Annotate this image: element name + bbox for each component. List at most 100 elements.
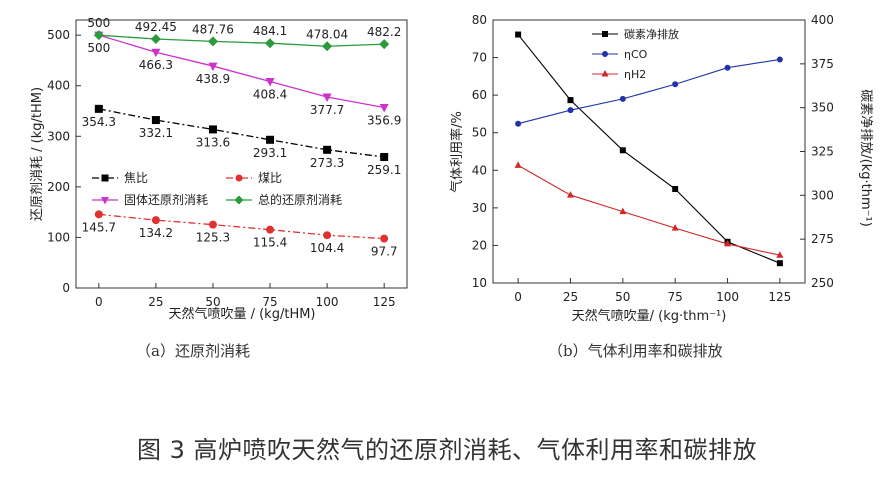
chart-a-data-label: 500: [87, 16, 110, 30]
chart-b-right-axis-label: 碳素净排放/(kg·thm⁻¹): [858, 89, 873, 227]
chart-b-legend-label: ηH2: [624, 68, 646, 81]
chart-b-data-point: [724, 239, 732, 247]
chart-a-data-label: 466.3: [139, 58, 173, 72]
chart-a-plot-frame: [75, 19, 408, 289]
chart-a-y-tick-label: 0: [62, 281, 70, 295]
chart-a-data-label: 313.6: [196, 135, 230, 149]
chart-b-x-tick-label: 50: [615, 290, 630, 304]
chart-b-series-line: [517, 34, 781, 264]
chart-b-legend-label: 碳素净排放: [624, 27, 679, 41]
chart-a-legend-marker: [101, 174, 109, 182]
chart-b-gas-utilization-carbon: 10 20 30 40 50 60 70 80 250 275 300 325 350 375 400 0…: [449, 13, 873, 324]
chart-a-data-label: 438.9: [196, 72, 230, 86]
chart-b-right-tick-label: 375: [811, 57, 834, 71]
chart-a-data-label: 492.45: [135, 20, 177, 34]
chart-a-legend-marker: [234, 195, 244, 205]
chart-b-right-tick-label: 400: [811, 13, 834, 27]
chart-a-data-label: 478.04: [306, 27, 348, 41]
chart-a-data-point: [322, 93, 332, 103]
chart-a-y-tick-label: 500: [47, 28, 70, 42]
chart-a-caption: （a）还原剂消耗: [136, 342, 250, 360]
chart-b-data-point: [671, 224, 679, 231]
chart-a-x-tick-label: 75: [262, 295, 277, 309]
chart-a-x-tick-label: 50: [205, 295, 220, 309]
chart-a-legend-item: 总的还原剂消耗: [226, 192, 342, 207]
chart-b-data-point: [776, 56, 783, 63]
chart-b-data-point: [776, 260, 783, 267]
chart-b-left-tick-label: 80: [472, 13, 487, 27]
chart-a-data-point: [150, 33, 161, 44]
chart-b-x-tick-label: 0: [514, 290, 522, 304]
chart-a-data-point: [265, 77, 275, 87]
chart-a-data-label: 293.1: [253, 146, 287, 160]
chart-b-data-point: [515, 31, 522, 38]
chart-b-legend-marker: [602, 51, 608, 57]
chart-b-legend-item: ηH2: [592, 68, 646, 81]
chart-b-left-tick-label: 20: [472, 238, 487, 252]
chart-a-legend-label: 固体还原剂消耗: [124, 192, 208, 207]
chart-a-data-label: 125.3: [196, 231, 230, 245]
chart-b-left-tick-label: 30: [472, 201, 487, 215]
chart-a-legend-marker: [101, 197, 109, 205]
chart-a-data-point: [266, 225, 275, 234]
figure-caption: 图 3 高炉喷吹天然气的还原剂消耗、气体利用率和碳排放: [136, 436, 758, 464]
chart-a-data-label: 134.2: [139, 226, 173, 240]
chart-b-right-tick-label: 275: [811, 232, 834, 246]
chart-a-data-label: 484.1: [253, 24, 287, 38]
chart-a-data-point: [379, 39, 390, 50]
chart-a-series-line: [98, 213, 385, 240]
chart-a-data-label: 377.7: [310, 103, 344, 117]
chart-b-legend-marker: [602, 31, 608, 37]
chart-a-data-point: [379, 104, 389, 113]
chart-a-data-point: [208, 220, 217, 229]
chart-a-data-label: 259.1: [367, 163, 401, 177]
chart-b-data-point: [672, 81, 679, 88]
chart-a-data-point: [266, 135, 275, 144]
chart-b-data-point: [619, 207, 627, 215]
chart-a-data-label: 408.4: [253, 87, 287, 101]
chart-a-x-tick-label: 125: [373, 295, 396, 309]
chart-a-data-label: 500: [87, 41, 110, 55]
chart-b-legend-item: 碳素净排放: [592, 27, 679, 41]
chart-a-data-label: 482.2: [367, 25, 401, 39]
chart-a-data-label: 97.7: [371, 245, 398, 259]
chart-a-legend-item: 煤比: [226, 171, 282, 185]
chart-a-data-label: 354.3: [82, 115, 116, 129]
chart-a-data-point: [151, 48, 161, 58]
chart-a-x-tick-label: 25: [148, 295, 163, 309]
chart-a-data-label: 104.4: [310, 241, 344, 255]
chart-b-right-tick-label: 325: [811, 145, 834, 159]
chart-a-legend-label: 煤比: [258, 171, 282, 185]
chart-b-right-tick-label: 300: [811, 188, 834, 202]
chart-a-y-tick-label: 200: [47, 180, 70, 194]
chart-b-left-tick-label: 60: [472, 88, 487, 102]
chart-a-data-label: 332.1: [139, 126, 173, 140]
chart-b-data-point: [776, 251, 784, 258]
chart-b-right-tick-label: 250: [811, 276, 834, 290]
chart-a-series-line: [98, 34, 385, 47]
chart-a-data-point: [265, 38, 276, 49]
chart-a-y-tick-label: 400: [47, 79, 70, 93]
chart-a-data-point: [151, 216, 160, 225]
chart-b-x-tick-label: 125: [768, 290, 791, 304]
chart-a-data-point: [323, 231, 332, 240]
chart-b-data-point: [567, 107, 574, 114]
chart-a-y-tick-label: 100: [47, 230, 70, 244]
chart-a-x-axis-label: 天然气喷吹量 / (kg/tHM): [168, 306, 315, 322]
chart-a-reductant-consumption: 0 100 200 300 400 500 0 25 50 75 100 125 354.3 332.…: [30, 16, 408, 322]
chart-a-legend-item: 焦比: [92, 171, 148, 185]
chart-b-data-point: [514, 161, 522, 168]
chart-a-series-line: [98, 34, 385, 109]
chart-a-data-label: 356.9: [367, 114, 401, 128]
chart-a-y-tick-label: 300: [47, 129, 70, 143]
chart-a-legend-label: 焦比: [124, 171, 148, 185]
chart-b-series-line: [517, 164, 780, 256]
chart-a-series-line: [98, 108, 385, 158]
chart-a-data-label: 487.76: [192, 22, 234, 36]
chart-a-x-tick-label: 100: [316, 295, 339, 309]
chart-b-x-tick-label: 100: [716, 290, 739, 304]
chart-b-left-tick-label: 70: [472, 51, 487, 65]
chart-b-plot-frame: [492, 19, 806, 284]
